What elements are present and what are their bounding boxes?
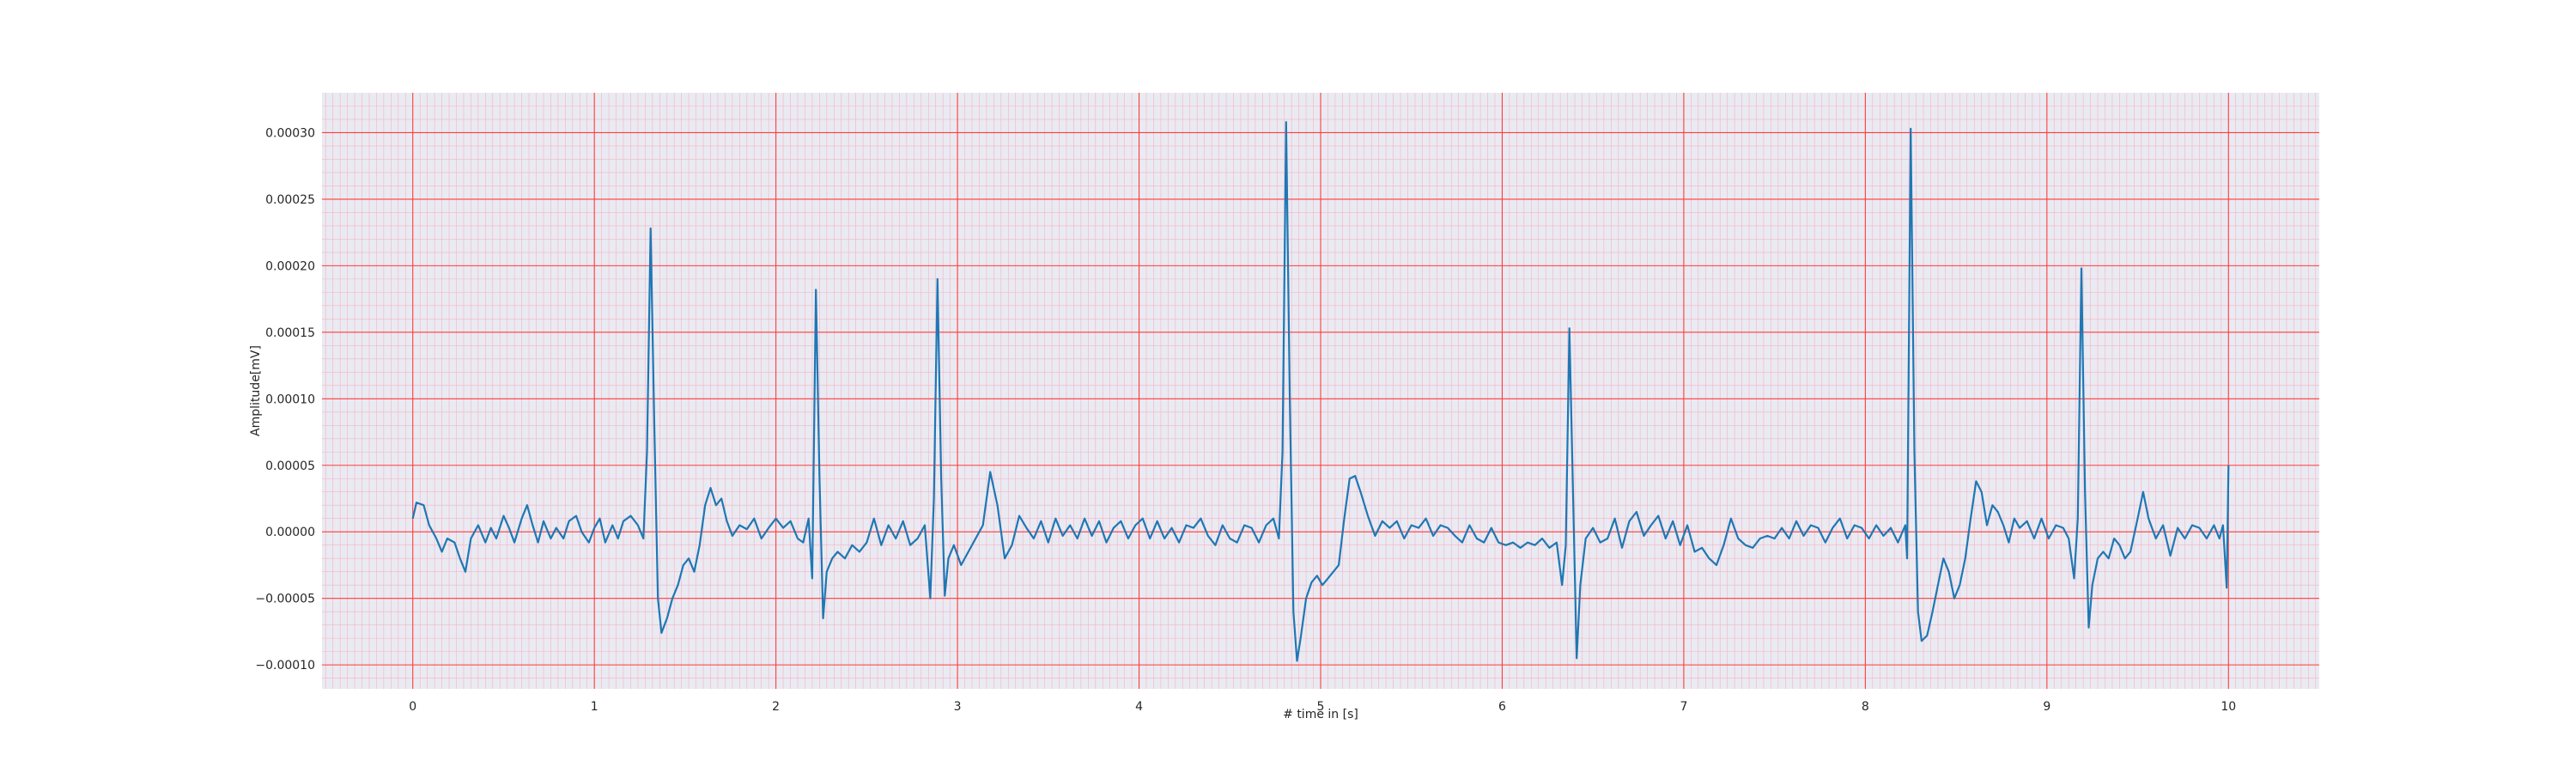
y-axis-title: Amplitude[mV]	[249, 345, 263, 436]
x-tick-label: 6	[1498, 700, 1506, 714]
x-tick-labels: 0 1 2 3 4 5 6 7 8 9 10	[409, 700, 2236, 714]
x-tick-label: 9	[2043, 700, 2050, 714]
y-tick-label: −0.00005	[255, 593, 315, 606]
x-tick-label: 7	[1680, 700, 1687, 714]
y-tick-label: 0.00005	[265, 460, 315, 473]
series-group	[411, 121, 2230, 662]
x-tick-label: 2	[772, 700, 780, 714]
x-tick-label: 1	[591, 700, 598, 714]
y-tick-labels: −0.00010 −0.00005 0.00000 0.00005 0.00010 0.0…	[255, 126, 315, 673]
x-tick-label: 5	[1317, 700, 1325, 714]
ecg-signal-line	[411, 121, 2230, 662]
major-grid	[322, 93, 2319, 689]
minor-grid	[322, 93, 2319, 689]
y-tick-label: 0.00020	[265, 259, 315, 273]
x-tick-label: 8	[1862, 700, 1869, 714]
x-tick-label: 0	[409, 700, 416, 714]
y-tick-label: 0.00025	[265, 193, 315, 207]
x-axis-title: # time in [s]	[1283, 708, 1358, 721]
y-tick-label: 0.00010	[265, 393, 315, 406]
x-tick-label: 4	[1135, 700, 1143, 714]
y-tick-label: 0.00015	[265, 326, 315, 340]
x-tick-label: 10	[2221, 700, 2236, 714]
x-tick-label: 3	[954, 700, 962, 714]
y-tick-label: 0.00030	[265, 126, 315, 140]
y-tick-label: −0.00010	[255, 659, 315, 673]
y-tick-label: 0.00000	[265, 526, 315, 539]
